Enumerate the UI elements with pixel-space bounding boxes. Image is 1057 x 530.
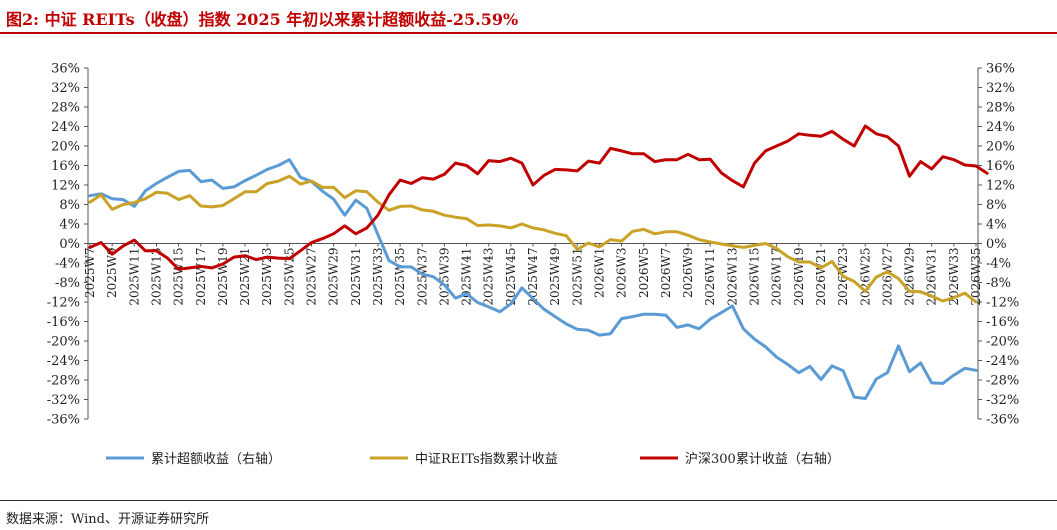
x-tick-label: 2025W33: [371, 248, 385, 306]
x-tick-label: 2026W5: [637, 248, 651, 299]
right-tick-label: 32%: [986, 81, 1015, 96]
x-tick-label: 2025W21: [238, 247, 252, 305]
x-tick-label: 2025W19: [216, 248, 230, 306]
x-tick-label: 2025W35: [393, 248, 407, 306]
x-tick-label: 2025W39: [437, 248, 451, 306]
left-tick-label: -32%: [47, 393, 80, 408]
right-tick-label: -4%: [986, 257, 1011, 272]
right-tick-label: -24%: [986, 354, 1019, 369]
x-tick-label: 2025W43: [482, 248, 496, 306]
x-tick-label: 2025W25: [282, 248, 296, 306]
series-line-2: [88, 174, 978, 304]
right-tick-label: 16%: [986, 159, 1015, 174]
x-tick-label: 2026W21: [814, 248, 828, 306]
x-tick-label: 2026W13: [725, 248, 739, 306]
left-tick-label: 36%: [51, 62, 80, 77]
left-tick-label: 0%: [59, 237, 80, 252]
x-tick-label: 2025W29: [327, 248, 341, 306]
x-tick-label: 2025W27: [305, 248, 319, 306]
right-tick-label: 28%: [986, 101, 1015, 116]
left-tick-label: 32%: [51, 81, 80, 96]
legend-label-1: 累计超额收益（右轴）: [151, 452, 281, 467]
series-line-1: [88, 158, 978, 400]
left-tick-label: 8%: [59, 198, 80, 213]
left-tick-label: -12%: [47, 296, 80, 311]
x-tick-label: 2025W31: [349, 248, 363, 306]
right-y-axis: 36% 32% 28% 24% 20% 16% 12% 8% 4% 0% -4% -8% -12% -16…: [977, 62, 1019, 428]
x-tick-label: 2026W19: [792, 248, 806, 306]
right-tick-label: 24%: [986, 120, 1015, 135]
left-tick-label: 16%: [51, 159, 80, 174]
x-tick-label: 2025W37: [415, 248, 429, 306]
right-tick-label: -16%: [986, 315, 1019, 330]
x-tick-label: 2026W17: [770, 248, 784, 306]
left-tick-label: 20%: [51, 140, 80, 155]
right-tick-label: -28%: [986, 374, 1019, 389]
right-tick-label: -20%: [986, 335, 1019, 350]
x-tick-label: 2025W13: [149, 248, 163, 306]
series-lines: [88, 124, 989, 400]
right-tick-label: -36%: [986, 413, 1019, 428]
x-tick-label: 2026W35: [969, 248, 983, 306]
chart-title: 图2: 中证 REITs（收盘）指数 2025 年初以来累计超额收益-25.59…: [6, 10, 519, 29]
x-tick-label: 2026W11: [703, 248, 717, 306]
x-tick-label: 2026W3: [615, 248, 629, 299]
x-axis: 2025W7 2025W9 2025W11 2025W13 2025W15 2025W17…: [83, 243, 983, 306]
legend: 累计超额收益（右轴） 中证REITs指数累计收益 沪深300累计收益（右轴）: [106, 451, 840, 467]
x-tick-label: 2026W27: [880, 248, 894, 306]
x-tick-label: 2026W25: [858, 248, 872, 306]
left-tick-label: 24%: [51, 120, 80, 135]
right-tick-label: 8%: [986, 198, 1007, 213]
legend-label-3: 沪深300累计收益（右轴）: [685, 451, 840, 467]
x-tick-label: 2026W7: [659, 248, 673, 299]
x-tick-label: 2025W45: [504, 248, 518, 306]
left-tick-label: 4%: [59, 218, 80, 233]
x-tick-label: 2026W29: [903, 248, 917, 306]
left-tick-label: -16%: [47, 315, 80, 330]
right-tick-label: -8%: [986, 276, 1011, 291]
left-tick-label: -36%: [47, 413, 80, 428]
x-tick-label: 2025W41: [460, 248, 474, 306]
right-tick-label: -32%: [986, 393, 1019, 408]
title-divider: [0, 32, 1057, 34]
x-tick-label: 2026W31: [925, 248, 939, 306]
source-note: 数据来源：Wind、开源证券研究所: [6, 512, 209, 527]
left-tick-label: 12%: [51, 179, 80, 194]
left-tick-label: -24%: [47, 354, 80, 369]
x-tick-label: 2025W23: [260, 248, 274, 306]
x-tick-label: 2026W15: [748, 248, 762, 306]
x-tick-label: 2025W15: [172, 248, 186, 306]
left-y-axis: 36% 32% 28% 24% 20% 16% 12% 8% 4% 0% -4% -8% -12% -16…: [47, 62, 89, 428]
legend-label-2: 中证REITs指数累计收益: [415, 452, 558, 467]
x-tick-label: 2026W33: [947, 248, 961, 306]
x-tick-label: 2025W17: [194, 248, 208, 306]
left-tick-label: -20%: [47, 335, 80, 350]
x-tick-label: 2026W9: [681, 248, 695, 299]
left-tick-label: -28%: [47, 374, 80, 389]
right-tick-label: -12%: [986, 296, 1019, 311]
x-tick-label: 2025W47: [526, 248, 540, 306]
x-tick-label: 2025W51: [570, 248, 584, 306]
right-tick-label: 12%: [986, 179, 1015, 194]
left-tick-label: -4%: [55, 257, 80, 272]
x-tick-label: 2025W9: [105, 248, 119, 299]
left-tick-label: -8%: [55, 276, 80, 291]
right-tick-label: 20%: [986, 140, 1015, 155]
x-tick-label: 2025W7: [83, 248, 97, 299]
left-tick-label: 28%: [51, 101, 80, 116]
right-tick-label: 4%: [986, 218, 1007, 233]
x-tick-label: 2025W11: [127, 248, 141, 306]
right-tick-label: 36%: [986, 62, 1015, 77]
right-tick-label: 0%: [986, 237, 1007, 252]
source-divider: [0, 500, 1057, 501]
x-tick-label: 2025W49: [548, 248, 562, 306]
line-chart: 36% 32% 28% 24% 20% 16% 12% 8% 4% 0% -4% -8% -12% -16…: [47, 62, 1020, 468]
x-tick-label: 2026W1: [592, 248, 606, 299]
series-line-3: [88, 124, 989, 271]
